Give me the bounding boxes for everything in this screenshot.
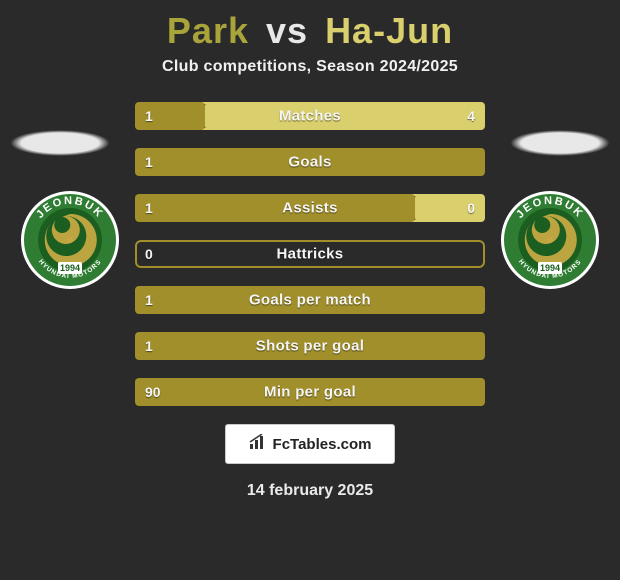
- stat-label: Goals per match: [135, 292, 485, 309]
- stat-row: 0Hattricks: [135, 240, 485, 268]
- stat-row: 14Matches: [135, 102, 485, 130]
- stat-row: 90Min per goal: [135, 378, 485, 406]
- stat-label: Hattricks: [135, 246, 485, 263]
- stat-row: 10Assists: [135, 194, 485, 222]
- site-name: FcTables.com: [273, 436, 372, 453]
- site-logo: FcTables.com: [225, 424, 395, 464]
- stat-label: Assists: [135, 200, 485, 217]
- club-badge-right: JEONBUK HYUNDAI MOTORS 1994: [500, 190, 600, 290]
- player2-name: Ha-Jun: [325, 10, 453, 51]
- comparison-title: Park vs Ha-Jun: [0, 0, 620, 58]
- stat-label: Goals: [135, 154, 485, 171]
- footer-date: 14 february 2025: [0, 482, 620, 500]
- svg-text:1994: 1994: [60, 263, 80, 273]
- vs-text: vs: [266, 10, 308, 51]
- stat-label: Shots per goal: [135, 338, 485, 355]
- player1-name: Park: [167, 10, 249, 51]
- subtitle: Club competitions, Season 2024/2025: [0, 58, 620, 76]
- stat-row: 1Goals: [135, 148, 485, 176]
- chart-icon: [249, 434, 267, 454]
- shadow-ellipse-right: [510, 130, 610, 156]
- stat-row: 1Shots per goal: [135, 332, 485, 360]
- shadow-ellipse-left: [10, 130, 110, 156]
- stat-label: Min per goal: [135, 384, 485, 401]
- club-badge-left: JEONBUK HYUNDAI MOTORS 1994: [20, 190, 120, 290]
- stat-row: 1Goals per match: [135, 286, 485, 314]
- svg-text:1994: 1994: [540, 263, 560, 273]
- stat-label: Matches: [135, 108, 485, 125]
- stat-rows: 14Matches 1Goals 10Assists 0Hattricks 1Goals…: [135, 102, 485, 406]
